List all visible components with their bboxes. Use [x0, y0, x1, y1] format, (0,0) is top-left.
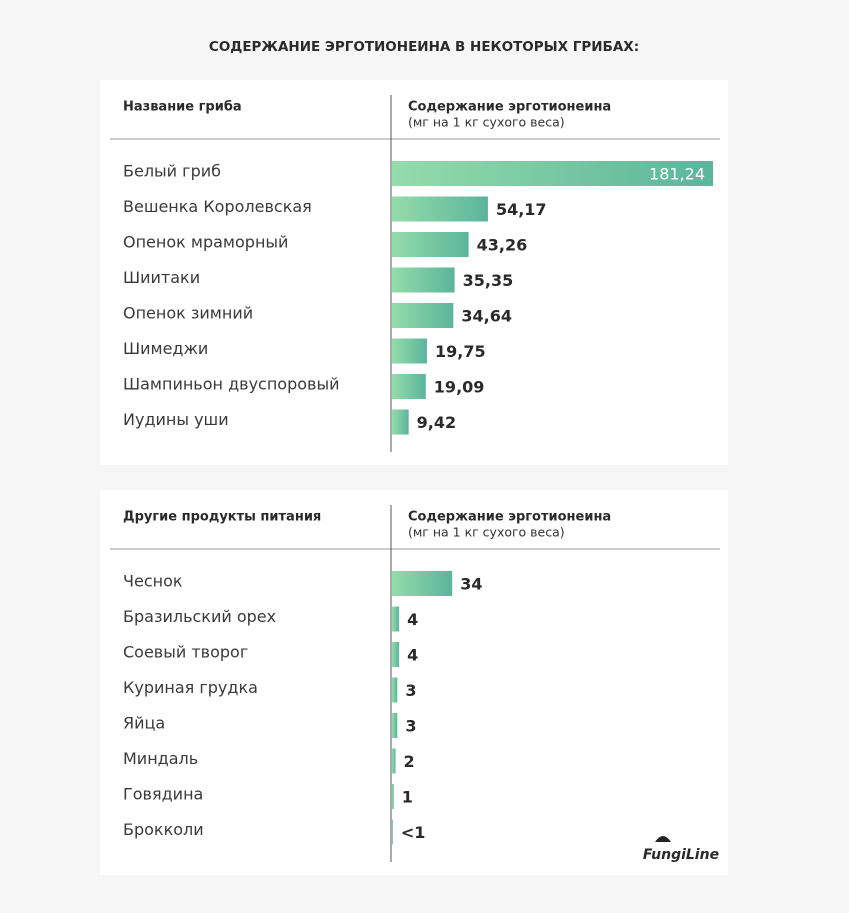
logo-icon	[655, 836, 671, 842]
category-label: Говядина	[123, 785, 203, 804]
bar	[392, 642, 400, 667]
bar	[392, 232, 469, 257]
value-label: 19,09	[434, 378, 485, 397]
value-label: <1	[401, 823, 426, 842]
category-label: Опенок мраморный	[123, 233, 288, 252]
value-label: 35,35	[463, 271, 514, 290]
value-label: 3	[405, 681, 416, 700]
panel	[100, 490, 728, 875]
value-label: 54,17	[496, 200, 547, 219]
category-label: Опенок зимний	[123, 304, 253, 323]
category-label: Чеснок	[123, 572, 183, 591]
bar	[392, 303, 454, 328]
category-header: Название гриба	[123, 100, 242, 115]
category-label: Шиитаки	[123, 268, 200, 287]
value-label: 1	[402, 788, 413, 807]
category-label: Бразильский орех	[123, 607, 276, 626]
bar	[392, 784, 394, 809]
bar	[392, 677, 398, 703]
value-label: 2	[404, 752, 415, 771]
value-label: 19,75	[435, 342, 486, 361]
bar	[392, 161, 713, 186]
bar	[392, 571, 453, 596]
category-label: Яйца	[123, 714, 165, 733]
bar	[392, 819, 393, 845]
category-label: Куриная грудка	[123, 678, 258, 697]
page-title: СОДЕРЖАНИЕ ЭРГОТИОНЕИНА В НЕКОТОРЫХ ГРИБ…	[209, 39, 639, 55]
category-label: Вешенка Королевская	[123, 197, 312, 216]
value-label: 34	[460, 575, 482, 594]
category-label: Белый гриб	[123, 162, 221, 181]
value-label: 3	[405, 717, 416, 736]
bar	[392, 374, 426, 399]
bar	[392, 267, 455, 293]
value-unit: (мг на 1 кг сухого веса)	[408, 115, 565, 130]
bar	[392, 409, 409, 435]
value-header: Содержание эрготионеина	[408, 510, 611, 525]
category-label: Шимеджи	[123, 339, 208, 358]
category-label: Иудины уши	[123, 410, 229, 429]
category-label: Миндаль	[123, 749, 198, 768]
bar	[392, 713, 398, 738]
bar	[392, 606, 400, 632]
value-label: 34,64	[461, 307, 512, 326]
logo: FungiLine	[643, 836, 719, 863]
value-label: 181,24	[649, 165, 705, 184]
logo-text: FungiLine	[643, 847, 719, 863]
category-label: Соевый творог	[123, 643, 248, 662]
category-label: Брокколи	[123, 820, 204, 839]
value-header: Содержание эрготионеина	[408, 100, 611, 115]
bar	[392, 338, 427, 364]
category-header: Другие продукты питания	[123, 510, 321, 525]
category-label: Шампиньон двуспоровый	[123, 375, 339, 394]
bar	[392, 748, 396, 774]
value-label: 43,26	[477, 236, 528, 255]
value-unit: (мг на 1 кг сухого веса)	[408, 525, 565, 540]
value-label: 4	[407, 646, 418, 665]
value-label: 4	[407, 610, 418, 629]
bar	[392, 196, 488, 222]
value-label: 9,42	[417, 413, 456, 432]
